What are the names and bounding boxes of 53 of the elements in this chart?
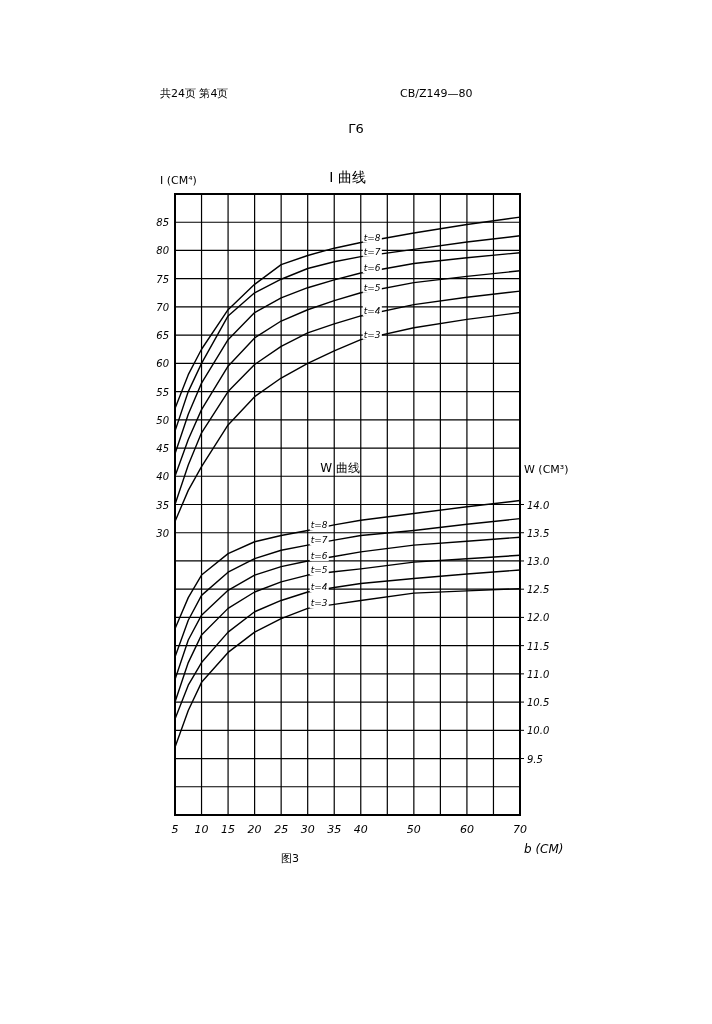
x-tick-label: 5 — [171, 823, 179, 836]
y2-tick-label: 12.5 — [527, 584, 550, 596]
x-tick-label: 30 — [300, 823, 315, 836]
caption: 图3 — [281, 852, 299, 865]
series-label: t=8 — [310, 520, 328, 531]
y2-axis-title: W (CM³) — [524, 462, 569, 476]
x-axis-title: b (CM) — [524, 842, 564, 856]
series-label: t=7 — [363, 246, 381, 257]
x-tick-label: 10 — [194, 823, 209, 836]
y-tick-label: 50 — [156, 414, 169, 426]
series-label: t=3 — [310, 598, 328, 609]
x-tick-label: 15 — [221, 823, 236, 836]
x-tick-label: 20 — [247, 823, 262, 836]
y-tick-label: 75 — [156, 273, 169, 285]
y-tick-label: 55 — [156, 386, 169, 398]
text: Γ6 — [348, 121, 364, 136]
y-tick-label: 40 — [156, 471, 169, 483]
series-label: t=5 — [363, 282, 381, 293]
y-tick-label: 80 — [156, 245, 169, 257]
y2-tick-label: 11.5 — [527, 640, 550, 652]
y-tick-label: 70 — [156, 301, 169, 313]
x-tick-label: 25 — [274, 823, 289, 836]
y-tick-label: 30 — [156, 527, 169, 539]
y2-tick-label: 14.0 — [527, 499, 550, 511]
text: CB/Z149—80 — [400, 87, 473, 100]
series-label: t=5 — [310, 565, 328, 576]
x-tick-label: 70 — [513, 823, 527, 836]
y2-tick-label: 10.5 — [527, 697, 550, 709]
y2-tick-label: 11.0 — [527, 668, 550, 680]
series-label: t=8 — [363, 232, 381, 243]
chart-title: I 曲线 — [329, 169, 366, 185]
x-tick-label: 35 — [327, 823, 342, 836]
y2-tick-label: 12.0 — [527, 612, 550, 624]
y-tick-label: 85 — [156, 217, 169, 229]
annotation: W 曲线 — [320, 461, 360, 475]
series-label: t=6 — [310, 550, 328, 561]
y2-tick-label: 10.0 — [527, 725, 550, 737]
x-tick-label: 60 — [459, 823, 474, 836]
series-label: t=3 — [363, 329, 381, 340]
y-tick-label: 45 — [156, 443, 169, 455]
y-tick-label: 35 — [156, 499, 169, 511]
text: 共24页 第4页 — [160, 87, 229, 100]
y-tick-label: 60 — [156, 358, 169, 370]
series-label: t=6 — [363, 263, 381, 274]
y2-tick-label: 9.5 — [527, 753, 543, 765]
x-tick-label: 40 — [353, 823, 368, 836]
y-tick-label: 65 — [156, 330, 169, 342]
y-axis-title: I (CM⁴) — [160, 174, 197, 187]
x-tick-label: 50 — [406, 823, 421, 836]
series-label: t=7 — [310, 535, 328, 546]
y2-tick-label: 13.5 — [527, 527, 550, 539]
series-label: t=4 — [363, 305, 381, 316]
y2-tick-label: 13.0 — [527, 555, 550, 567]
